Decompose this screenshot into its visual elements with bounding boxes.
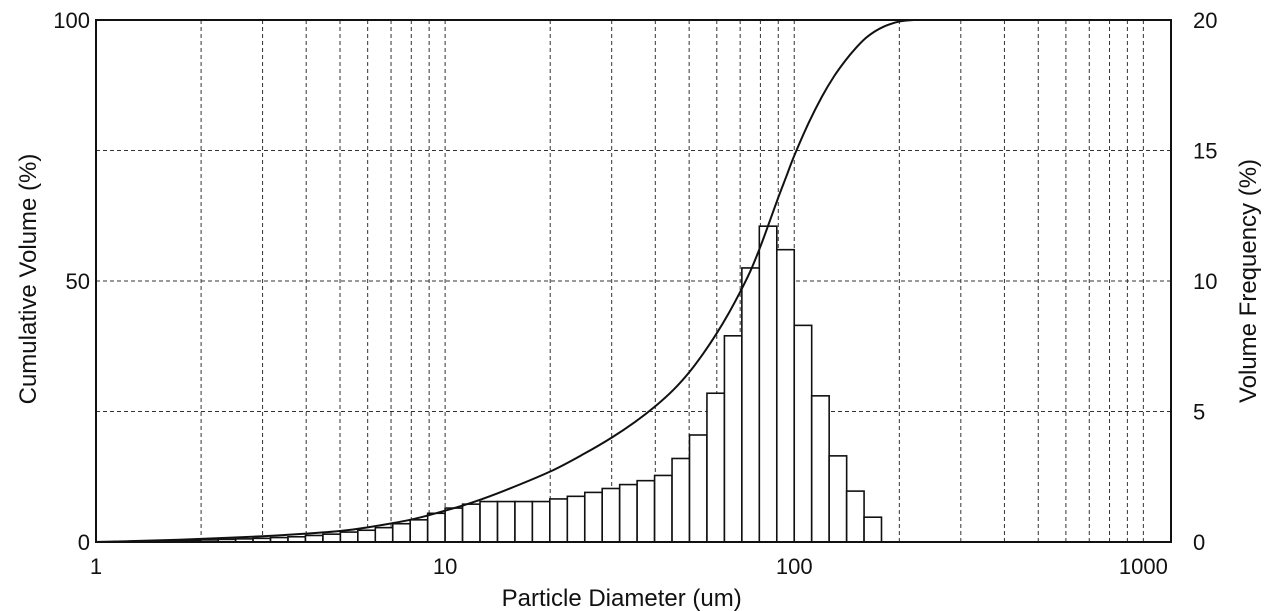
frequency-bar: [706, 392, 726, 543]
frequency-bar: [601, 487, 621, 543]
frequency-bar: [653, 474, 673, 543]
y-right-tick-label: 20: [1193, 8, 1217, 33]
frequency-bar: [514, 500, 534, 543]
frequency-bar: [426, 512, 446, 543]
frequency-bar: [723, 335, 743, 543]
y-right-tick-label: 10: [1193, 269, 1217, 294]
frequency-bar: [636, 479, 656, 543]
frequency-bar: [322, 533, 342, 543]
frequency-bar: [496, 500, 516, 543]
frequency-bar: [758, 225, 778, 543]
y-right-tick-label: 5: [1193, 400, 1205, 425]
y-right-tick-label: 15: [1193, 139, 1217, 164]
grid: [96, 20, 1171, 542]
frequency-bar: [409, 519, 429, 543]
frequency-bar: [618, 483, 638, 543]
y-left-tick-label: 100: [53, 8, 90, 33]
y-right-axis-ticks: 0 5 10 15 20: [1193, 8, 1217, 555]
frequency-bar: [357, 529, 377, 543]
frequency-bar: [444, 507, 464, 543]
frequency-bar: [391, 522, 412, 543]
frequency-bar: [583, 491, 604, 543]
frequency-bar: [549, 498, 569, 543]
x-axis-title: Particle Diameter (um): [502, 585, 742, 611]
y-right-axis-title: Volume Frequency (%): [1235, 159, 1262, 403]
y-left-axis-ticks: 0 50 100: [53, 8, 90, 555]
frequency-bar: [845, 490, 865, 543]
frequency-bars: [95, 225, 883, 543]
y-right-tick-label: 0: [1193, 530, 1205, 555]
frequency-bar: [461, 503, 481, 543]
frequency-bar: [793, 324, 813, 543]
frequency-bar: [566, 495, 586, 543]
frequency-bar: [339, 531, 359, 543]
frequency-bar: [741, 267, 761, 543]
y-left-tick-label: 0: [78, 530, 90, 555]
x-axis-ticks: 1 10 100 1000: [90, 554, 1168, 579]
x-tick-label: 1: [90, 554, 102, 579]
frequency-bar: [810, 395, 830, 543]
y-left-tick-label: 50: [66, 269, 90, 294]
plot-frame: [95, 19, 1172, 543]
frequency-bar: [479, 500, 499, 543]
x-tick-label: 10: [433, 554, 457, 579]
frequency-bar: [775, 248, 796, 543]
x-tick-label: 100: [776, 554, 813, 579]
frequency-bar: [374, 526, 394, 543]
frequency-bar: [863, 516, 883, 543]
cumulative-volume-curve: [95, 18, 1165, 543]
frequency-bar: [688, 434, 708, 543]
frequency-bar: [671, 457, 691, 543]
x-tick-label: 1000: [1119, 554, 1168, 579]
frequency-bar: [828, 455, 848, 543]
frequency-bar: [531, 500, 551, 543]
y-left-axis-title: Cumulative Volume (%): [15, 154, 42, 405]
